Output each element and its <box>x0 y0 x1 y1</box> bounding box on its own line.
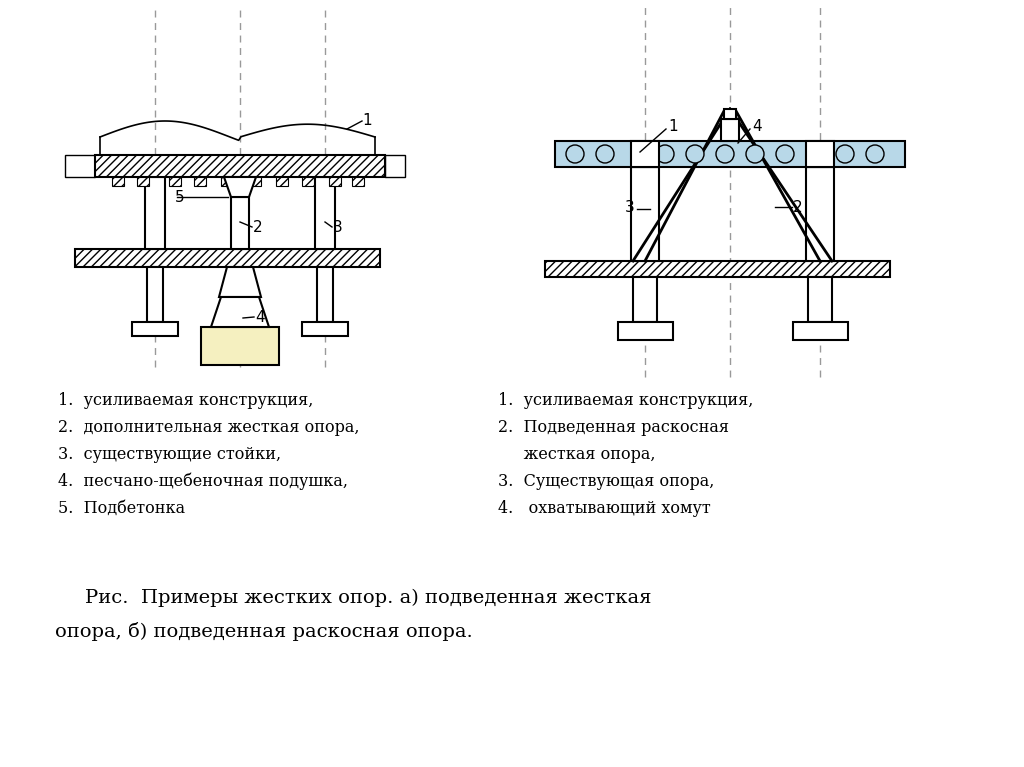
Circle shape <box>746 145 764 163</box>
Bar <box>806 167 834 261</box>
Bar <box>329 177 341 186</box>
Bar <box>808 277 831 322</box>
Text: 3: 3 <box>333 220 343 235</box>
Bar <box>724 109 736 119</box>
Bar <box>169 177 181 186</box>
Text: 5: 5 <box>175 190 184 205</box>
Bar <box>633 277 657 322</box>
Bar <box>352 177 364 186</box>
Text: 4.  песчано-щебеночная подушка,: 4. песчано-щебеночная подушка, <box>58 473 348 491</box>
Circle shape <box>776 145 794 163</box>
Bar <box>721 119 739 141</box>
Text: 2.  дополнительная жесткая опора,: 2. дополнительная жесткая опора, <box>58 419 359 436</box>
Bar <box>231 197 249 249</box>
Polygon shape <box>224 177 256 197</box>
Polygon shape <box>211 297 269 327</box>
Bar <box>806 141 834 167</box>
Bar <box>145 177 165 249</box>
Bar <box>315 177 335 249</box>
Bar <box>302 322 348 336</box>
Text: 4.   охватывающий хомут: 4. охватывающий хомут <box>498 500 711 517</box>
Text: 4: 4 <box>255 310 264 325</box>
Circle shape <box>716 145 734 163</box>
Circle shape <box>866 145 884 163</box>
Text: опора, б) подведенная раскосная опора.: опора, б) подведенная раскосная опора. <box>55 622 473 641</box>
Bar <box>137 177 150 186</box>
Bar <box>385 155 406 177</box>
Bar <box>631 141 659 167</box>
Bar <box>147 267 163 322</box>
Bar <box>65 155 95 177</box>
Bar <box>75 249 380 267</box>
Bar <box>112 177 124 186</box>
Circle shape <box>656 145 674 163</box>
Text: 1: 1 <box>668 119 678 134</box>
Circle shape <box>686 145 705 163</box>
Text: 3.  Существующая опора,: 3. Существующая опора, <box>498 473 715 490</box>
Text: 1.  усиливаемая конструкция,: 1. усиливаемая конструкция, <box>58 392 313 409</box>
Bar <box>221 177 233 186</box>
Text: 4: 4 <box>752 119 762 134</box>
Text: 3: 3 <box>625 200 635 215</box>
Text: 2: 2 <box>793 200 803 215</box>
Text: жесткая опора,: жесткая опора, <box>498 446 655 463</box>
Bar <box>132 322 178 336</box>
Text: 2: 2 <box>253 220 262 235</box>
Bar <box>276 177 288 186</box>
Bar <box>249 177 261 186</box>
Text: 2.  Подведенная раскосная: 2. Подведенная раскосная <box>498 419 729 436</box>
Text: 3.  существующие стойки,: 3. существующие стойки, <box>58 446 282 463</box>
Bar <box>317 267 333 322</box>
Bar <box>631 167 659 261</box>
Polygon shape <box>219 267 261 297</box>
Bar <box>618 322 673 340</box>
Bar <box>194 177 206 186</box>
Text: 5.  Подбетонка: 5. Подбетонка <box>58 500 185 517</box>
Circle shape <box>596 145 614 163</box>
Bar <box>95 155 385 177</box>
Bar <box>201 327 279 365</box>
Text: Рис.  Примеры жестких опор. а) подведенная жесткая: Рис. Примеры жестких опор. а) подведенна… <box>85 589 651 607</box>
Bar <box>302 177 314 186</box>
Text: 1.  усиливаемая конструкция,: 1. усиливаемая конструкция, <box>498 392 754 409</box>
Bar <box>555 141 905 167</box>
Bar <box>793 322 848 340</box>
Circle shape <box>836 145 854 163</box>
Bar <box>545 261 890 277</box>
Text: 1: 1 <box>362 113 372 128</box>
Circle shape <box>566 145 584 163</box>
